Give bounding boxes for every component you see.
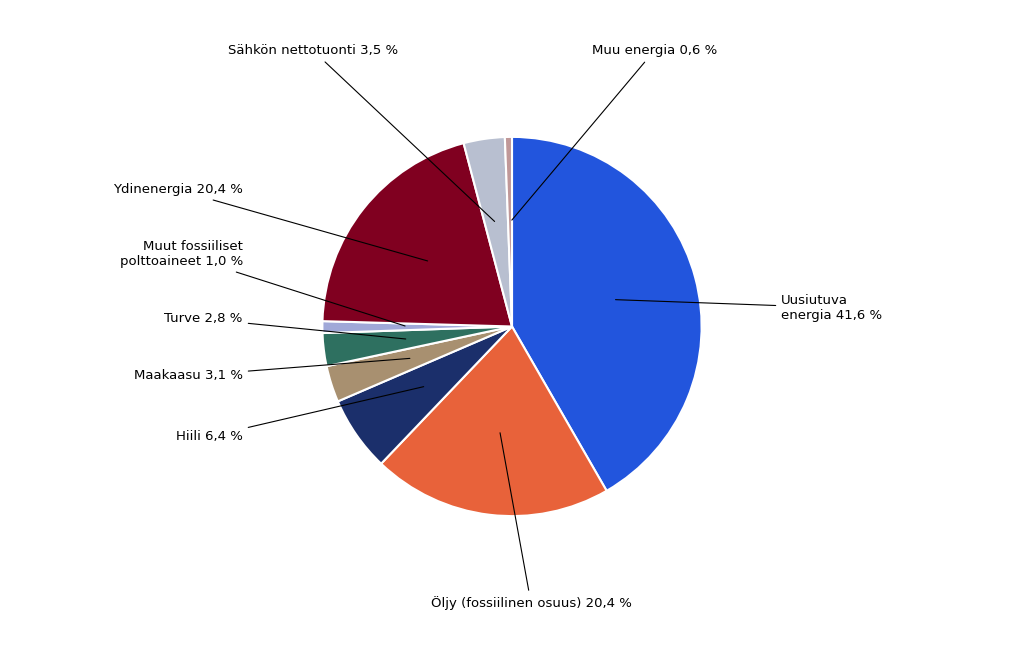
Text: Sähkön nettotuonti 3,5 %: Sähkön nettotuonti 3,5 %: [228, 44, 495, 221]
Text: Uusiutuva
energia 41,6 %: Uusiutuva energia 41,6 %: [615, 294, 883, 321]
Wedge shape: [323, 321, 512, 333]
Wedge shape: [381, 326, 606, 516]
Wedge shape: [505, 137, 512, 326]
Text: Turve 2,8 %: Turve 2,8 %: [165, 312, 406, 339]
Wedge shape: [338, 326, 512, 464]
Text: Hiili 6,4 %: Hiili 6,4 %: [176, 387, 424, 443]
Text: Muut fossiiliset
polttoaineet 1,0 %: Muut fossiiliset polttoaineet 1,0 %: [120, 240, 406, 326]
Wedge shape: [327, 326, 512, 402]
Text: Muu energia 0,6 %: Muu energia 0,6 %: [512, 44, 717, 220]
Text: Öljy (fossiilinen osuus) 20,4 %: Öljy (fossiilinen osuus) 20,4 %: [430, 433, 632, 610]
Wedge shape: [512, 137, 701, 491]
Wedge shape: [323, 143, 512, 326]
Text: Maakaasu 3,1 %: Maakaasu 3,1 %: [134, 358, 410, 382]
Wedge shape: [323, 326, 512, 366]
Wedge shape: [464, 137, 512, 326]
Text: Ydinenergia 20,4 %: Ydinenergia 20,4 %: [113, 183, 428, 261]
